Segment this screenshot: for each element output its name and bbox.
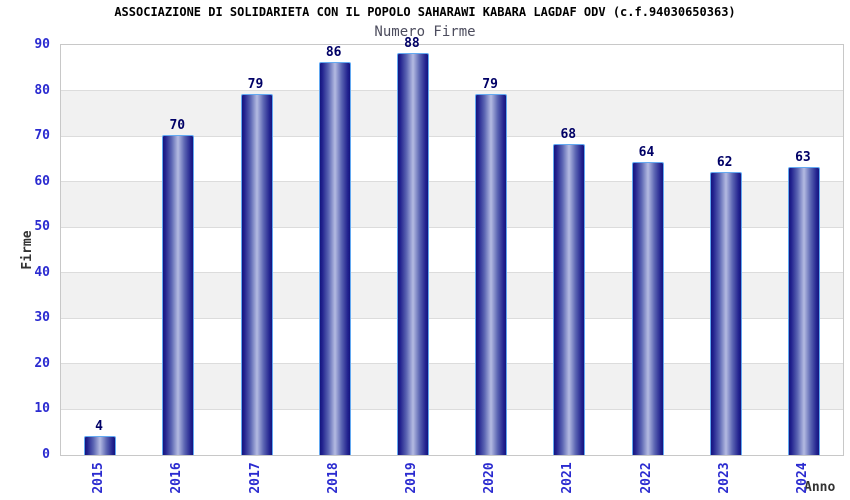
gridline: [61, 135, 843, 137]
bar: [787, 167, 820, 455]
bar: [318, 62, 351, 455]
grid-band: [61, 45, 843, 91]
grid-band: [61, 90, 843, 137]
bar: [162, 135, 195, 455]
y-tick-label: 20: [34, 355, 50, 371]
x-tick-label: 2019: [403, 462, 419, 494]
bar: [631, 162, 664, 455]
gridline: [61, 363, 843, 365]
gridline: [61, 317, 843, 319]
x-tick-label: 2021: [560, 462, 576, 494]
y-tick-label: 60: [34, 173, 50, 189]
bar: [396, 53, 429, 455]
bar: [709, 171, 742, 455]
chart-subtitle: Numero Firme: [374, 24, 476, 40]
y-axis-title: Firme: [20, 230, 35, 270]
gridline: [61, 181, 843, 183]
plot-area: [60, 44, 844, 456]
bar: [240, 94, 273, 455]
y-tick-label: 0: [42, 447, 50, 462]
x-tick-label: 2017: [247, 462, 263, 494]
x-tick-label: 2015: [91, 462, 107, 494]
y-tick-label: 10: [34, 401, 50, 417]
y-tick-label: 70: [34, 128, 50, 144]
x-tick-label: 2024: [794, 462, 810, 494]
x-tick-label: 2018: [325, 462, 341, 494]
x-tick-label: 2020: [482, 462, 498, 494]
y-tick-label: 30: [34, 310, 50, 326]
gridline: [61, 226, 843, 228]
x-tick-label: 2016: [169, 462, 185, 494]
x-tick-label: 2023: [716, 462, 732, 494]
bar: [84, 435, 117, 455]
chart-title: ASSOCIAZIONE DI SOLIDARIETA CON IL POPOL…: [114, 5, 736, 19]
bar: [553, 144, 586, 455]
y-tick-label: 40: [34, 264, 50, 280]
gridline: [61, 272, 843, 274]
y-tick-label: 50: [34, 219, 50, 235]
y-tick-label: 80: [34, 82, 50, 98]
gridline: [61, 90, 843, 92]
x-axis-title: Anno: [804, 480, 836, 495]
x-tick-label: 2022: [638, 462, 654, 494]
gridline: [61, 408, 843, 410]
bar: [475, 94, 508, 455]
